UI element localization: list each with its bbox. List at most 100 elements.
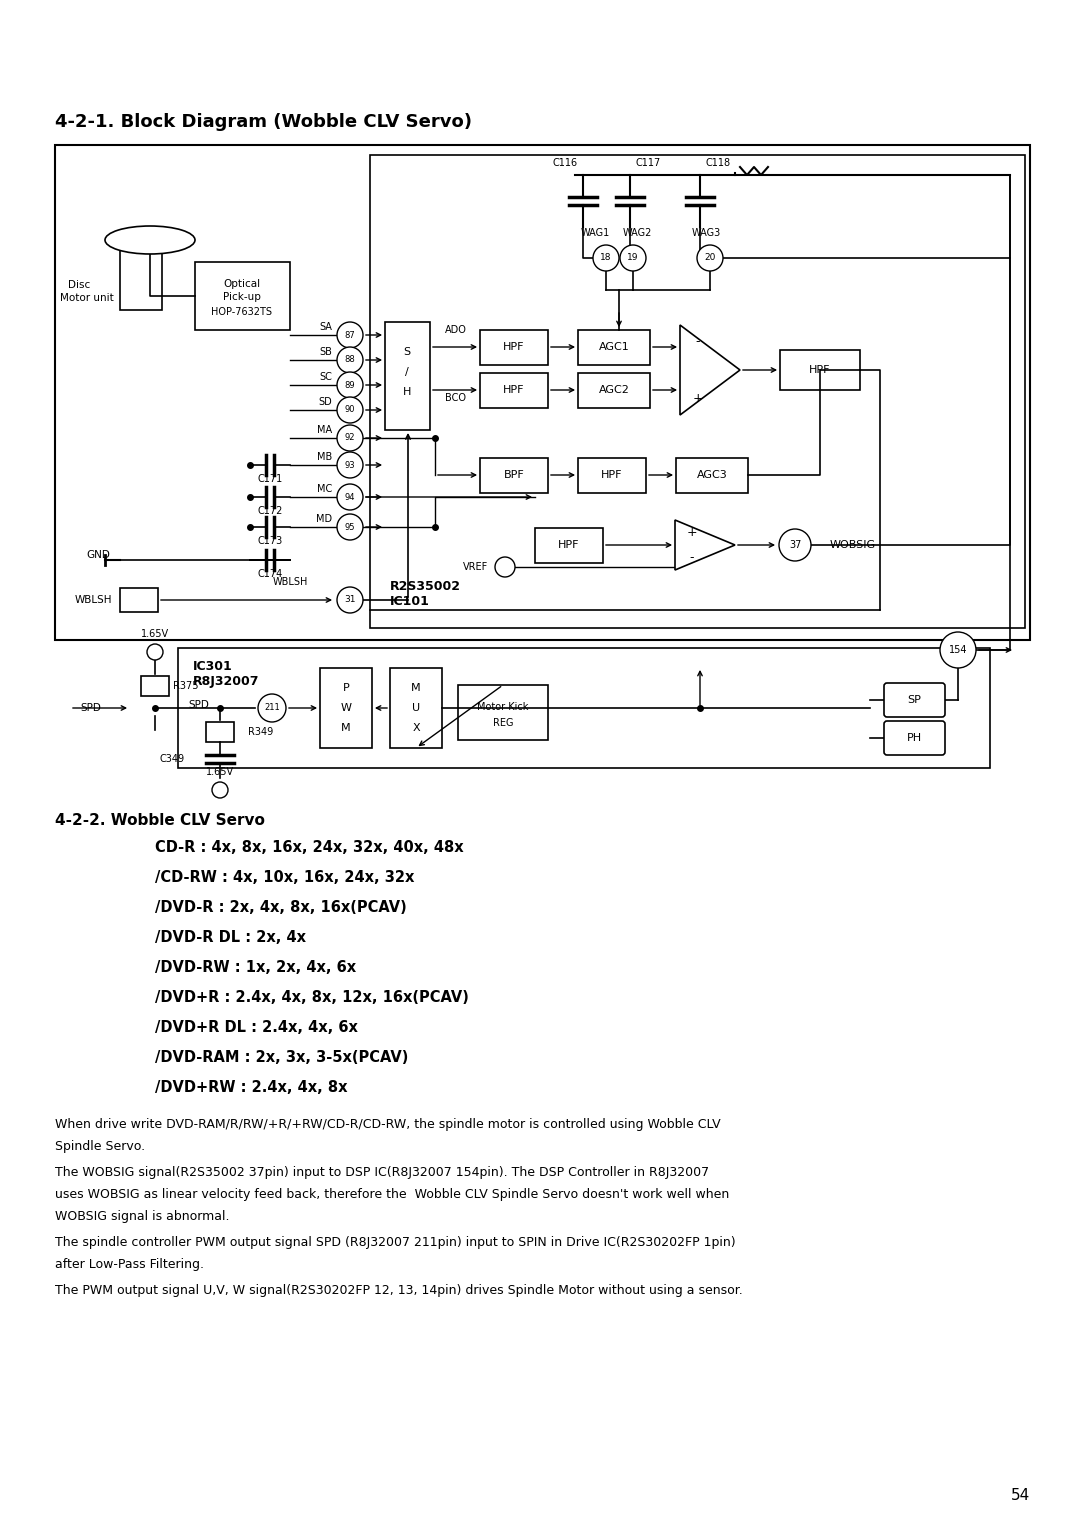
Circle shape <box>147 643 163 660</box>
Circle shape <box>337 347 363 373</box>
Text: Disc: Disc <box>68 280 91 290</box>
Text: C118: C118 <box>705 157 730 168</box>
Text: VREF: VREF <box>462 562 488 571</box>
FancyBboxPatch shape <box>885 721 945 755</box>
Bar <box>578 458 646 494</box>
Circle shape <box>258 694 286 723</box>
Text: WAG1: WAG1 <box>581 228 610 238</box>
Text: HOP-7632TS: HOP-7632TS <box>212 307 272 316</box>
Bar <box>578 373 650 408</box>
Text: The spindle controller PWM output signal SPD (R8J32007 211pin) input to SPIN in : The spindle controller PWM output signal… <box>55 1236 735 1248</box>
Text: 211: 211 <box>265 703 280 712</box>
FancyBboxPatch shape <box>885 683 945 717</box>
Text: 92: 92 <box>345 434 355 443</box>
Bar <box>384 322 430 429</box>
Circle shape <box>593 244 619 270</box>
Text: 31: 31 <box>345 596 355 605</box>
Text: C172: C172 <box>257 506 283 516</box>
Text: MB: MB <box>316 452 332 461</box>
Text: 87: 87 <box>345 330 355 339</box>
Circle shape <box>620 244 646 270</box>
Text: S: S <box>404 347 410 358</box>
Text: Motor unit: Motor unit <box>60 293 113 303</box>
Bar <box>206 723 234 743</box>
Polygon shape <box>675 520 735 570</box>
Bar <box>780 350 860 390</box>
Text: SPD: SPD <box>80 703 100 714</box>
Bar <box>676 458 748 494</box>
Text: Pick-up: Pick-up <box>224 292 261 303</box>
Bar <box>370 154 1025 628</box>
Text: C173: C173 <box>257 536 283 545</box>
Text: P: P <box>342 683 349 694</box>
Circle shape <box>495 558 515 578</box>
Text: SC: SC <box>319 371 332 382</box>
Circle shape <box>212 782 228 798</box>
Bar <box>480 458 548 494</box>
Text: 37: 37 <box>788 539 801 550</box>
Bar <box>320 668 372 749</box>
Bar <box>141 675 168 695</box>
Text: IC101: IC101 <box>390 594 430 608</box>
Text: PH: PH <box>906 733 921 743</box>
Text: 19: 19 <box>627 254 638 263</box>
Text: /DVD-RW : 1x, 2x, 4x, 6x: /DVD-RW : 1x, 2x, 4x, 6x <box>156 960 356 975</box>
Text: uses WOBSIG as linear velocity feed back, therefore the  Wobble CLV Spindle Serv: uses WOBSIG as linear velocity feed back… <box>55 1187 729 1201</box>
Bar <box>480 373 548 408</box>
Text: C116: C116 <box>553 157 578 168</box>
Text: C174: C174 <box>257 568 283 579</box>
Text: When drive write DVD-RAM/R/RW/+R/+RW/CD-R/CD-RW, the spindle motor is controlled: When drive write DVD-RAM/R/RW/+R/+RW/CD-… <box>55 1118 720 1131</box>
Text: GND: GND <box>86 550 110 559</box>
Text: /DVD-R : 2x, 4x, 8x, 16x(PCAV): /DVD-R : 2x, 4x, 8x, 16x(PCAV) <box>156 900 407 915</box>
Text: WBLSH: WBLSH <box>272 578 308 587</box>
Text: ADO: ADO <box>445 325 467 335</box>
Text: C117: C117 <box>635 157 660 168</box>
Text: WAG3: WAG3 <box>692 228 721 238</box>
Text: WOBSIG signal is abnormal.: WOBSIG signal is abnormal. <box>55 1210 229 1222</box>
Circle shape <box>337 513 363 539</box>
Text: HPF: HPF <box>809 365 831 374</box>
Text: SB: SB <box>319 347 332 358</box>
Bar <box>120 251 162 310</box>
Text: Motor Kick: Motor Kick <box>477 701 529 712</box>
Text: Optical: Optical <box>224 280 260 289</box>
Circle shape <box>337 322 363 348</box>
Text: SP: SP <box>907 695 921 704</box>
Text: /DVD+R DL : 2.4x, 4x, 6x: /DVD+R DL : 2.4x, 4x, 6x <box>156 1021 357 1034</box>
Text: /DVD+R : 2.4x, 4x, 8x, 12x, 16x(PCAV): /DVD+R : 2.4x, 4x, 8x, 12x, 16x(PCAV) <box>156 990 469 1005</box>
Text: 154: 154 <box>948 645 968 656</box>
Text: +: + <box>692 391 703 405</box>
Bar <box>120 588 158 613</box>
Text: WOBSIG: WOBSIG <box>831 539 876 550</box>
Text: after Low-Pass Filtering.: after Low-Pass Filtering. <box>55 1258 204 1271</box>
Bar <box>887 686 942 714</box>
Text: AGC1: AGC1 <box>598 342 630 351</box>
Text: 93: 93 <box>345 460 355 469</box>
Text: 20: 20 <box>704 254 716 263</box>
Text: /: / <box>405 367 409 377</box>
Text: REG: REG <box>492 718 513 727</box>
Text: WAG2: WAG2 <box>623 228 652 238</box>
Text: /DVD+RW : 2.4x, 4x, 8x: /DVD+RW : 2.4x, 4x, 8x <box>156 1080 348 1096</box>
Text: AGC3: AGC3 <box>697 471 727 480</box>
Circle shape <box>779 529 811 561</box>
Text: 88: 88 <box>345 356 355 365</box>
Text: H: H <box>403 387 411 397</box>
Text: R2S35002: R2S35002 <box>390 581 461 593</box>
Text: W: W <box>340 703 351 714</box>
Text: HPF: HPF <box>503 342 525 351</box>
Text: R375: R375 <box>173 681 199 691</box>
Text: 95: 95 <box>345 523 355 532</box>
Text: WBLSH: WBLSH <box>75 594 112 605</box>
Text: 18: 18 <box>600 254 611 263</box>
Bar <box>390 668 442 749</box>
Bar <box>178 648 990 769</box>
Bar <box>480 330 548 365</box>
Circle shape <box>940 633 976 668</box>
Text: -: - <box>690 552 694 564</box>
Text: /CD-RW : 4x, 10x, 16x, 24x, 32x: /CD-RW : 4x, 10x, 16x, 24x, 32x <box>156 869 415 885</box>
Polygon shape <box>680 325 740 416</box>
Bar <box>55 145 1030 640</box>
Text: SPD: SPD <box>188 700 208 711</box>
Text: 1.65V: 1.65V <box>140 630 170 639</box>
